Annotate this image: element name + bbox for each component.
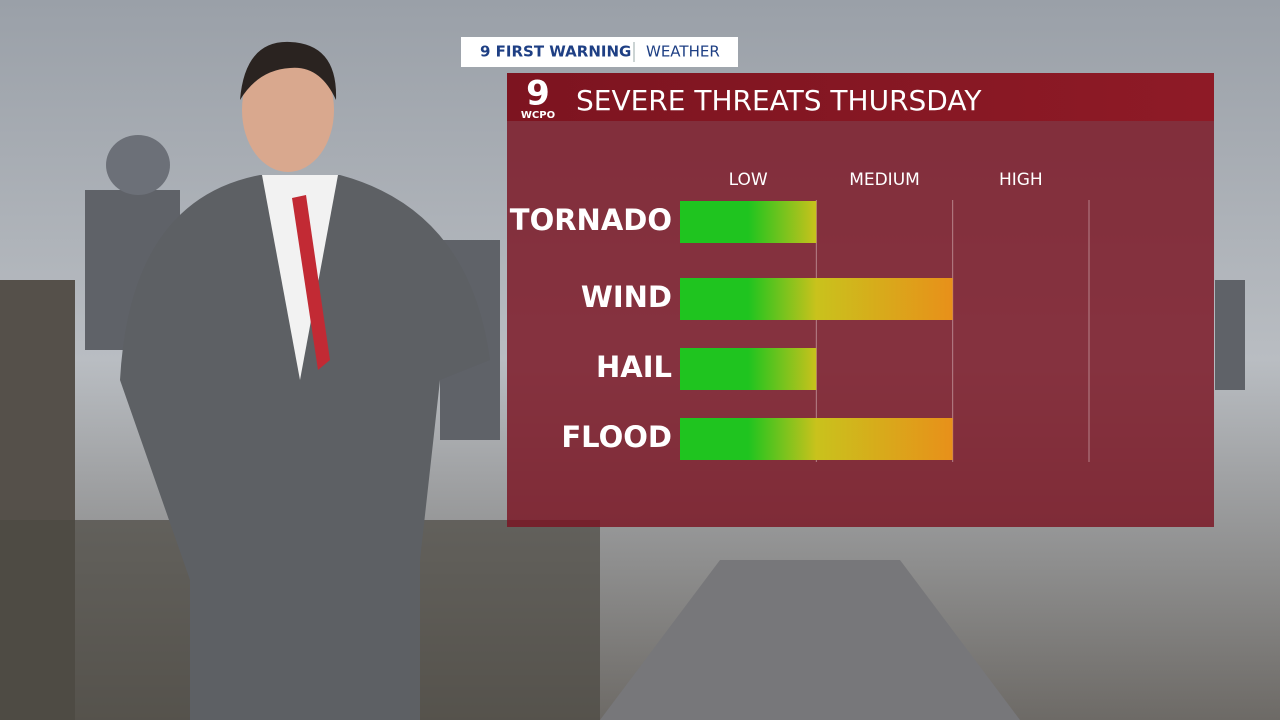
top-tag: 9 FIRST WARNING WEATHER [461,37,738,67]
x-tick-label: LOW [729,170,768,190]
x-tick-label: MEDIUM [849,170,920,190]
bar [680,348,817,390]
bar [680,201,817,243]
station-logo: WCPO [521,110,555,121]
section-label: WEATHER [646,43,720,61]
highway [600,560,1020,720]
bar [680,418,953,460]
y-tick-label: WIND [581,280,672,314]
brand-label: 9 FIRST WARNING [480,43,631,61]
chart-title: SEVERE THREATS THURSDAY [576,84,982,117]
y-tick-label: TORNADO [510,203,672,237]
chart-header [507,73,1214,121]
bar [680,278,953,320]
logo: 9 [526,74,550,114]
y-tick-label: HAIL [596,350,672,384]
presenter [120,41,490,720]
x-tick-label: HIGH [999,170,1043,190]
y-tick-label: FLOOD [561,420,672,454]
plot: LOW MEDIUM HIGH TORNADO WIND HAIL FLOOD [510,170,1090,462]
